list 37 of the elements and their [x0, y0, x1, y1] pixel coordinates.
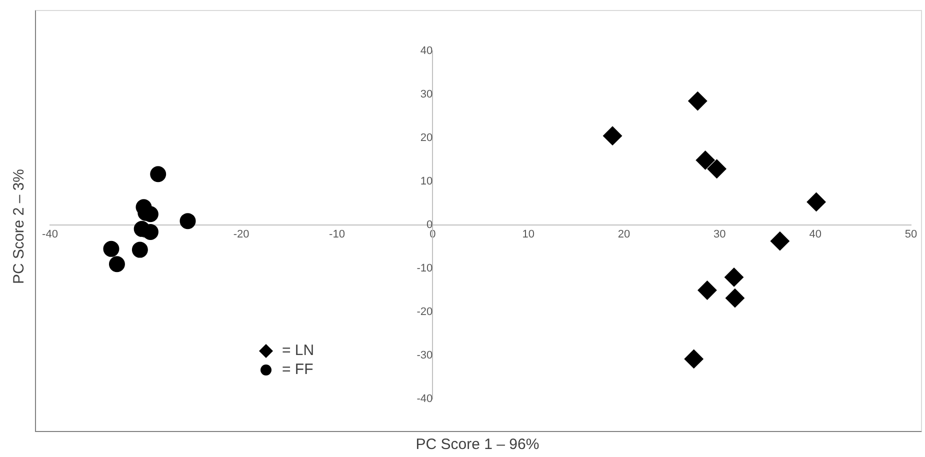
- y-tick-label: -30: [416, 350, 433, 362]
- y-tick-label: -40: [416, 393, 433, 406]
- x-tick-label: 40: [809, 228, 822, 241]
- point: [108, 256, 125, 272]
- point: [698, 280, 717, 300]
- point: [696, 150, 715, 170]
- point: [103, 240, 120, 257]
- legend-label: = FF: [282, 361, 314, 378]
- point: [806, 192, 826, 212]
- point: [688, 92, 708, 111]
- y-tick-label: 30: [420, 88, 433, 101]
- y-tick-label: -10: [416, 262, 433, 275]
- y-tick-label: 0: [426, 219, 433, 232]
- point: [724, 268, 744, 287]
- x-tick-label: 30: [714, 228, 726, 241]
- x-tick-label: -20: [233, 228, 250, 241]
- x-axis-title: PC Score 1 – 96%: [414, 436, 540, 453]
- x-tick-label: -40: [42, 228, 58, 241]
- y-tick-label: 20: [420, 132, 433, 144]
- y-tick-label: -20: [416, 306, 433, 318]
- point: [684, 349, 704, 368]
- y-tick-label: 40: [420, 45, 433, 58]
- x-tick-label: 20: [618, 228, 630, 241]
- legend-label: = LN: [282, 342, 314, 360]
- point: [603, 126, 622, 146]
- point: [725, 288, 744, 308]
- point: [142, 224, 158, 240]
- x-tick-label: 50: [904, 228, 918, 241]
- point: [132, 242, 148, 258]
- point: [150, 166, 166, 182]
- point: [770, 232, 790, 251]
- point: [180, 213, 196, 230]
- point: [707, 159, 726, 178]
- y-tick-label: 10: [420, 176, 433, 188]
- y-axis-title: PC Score 2 – 3%: [10, 168, 28, 286]
- x-tick-label: 10: [522, 228, 534, 241]
- x-tick-label: -10: [329, 228, 345, 241]
